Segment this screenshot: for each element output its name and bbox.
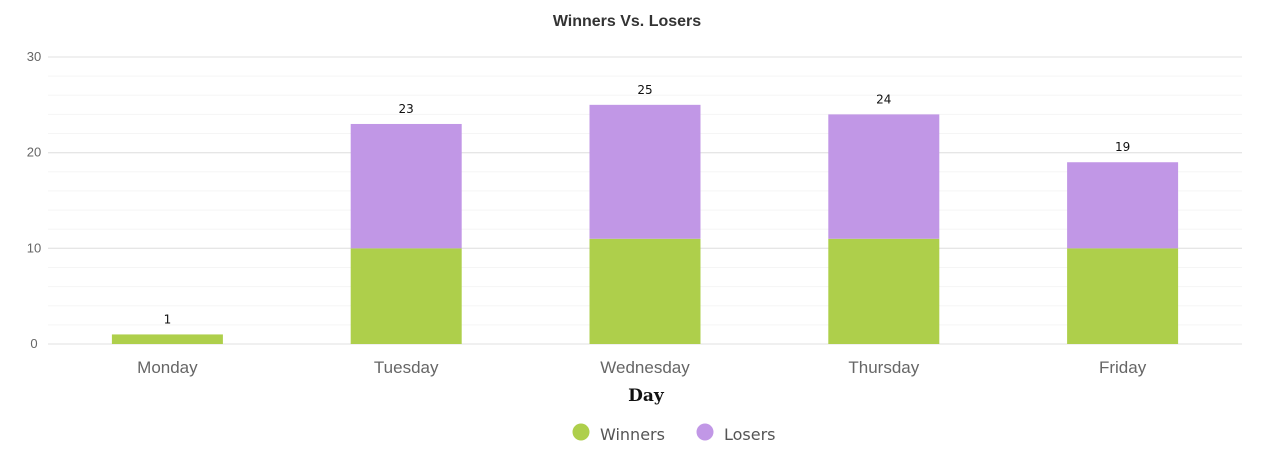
data-label-total: 23 [399, 102, 414, 116]
y-tick-label: 10 [27, 240, 41, 255]
x-tick-label: Friday [1099, 358, 1147, 377]
bar-winners-tuesday[interactable] [350, 248, 462, 344]
x-tick-label: Thursday [848, 358, 919, 377]
x-tick-label: Monday [137, 358, 198, 377]
legend-item-losers[interactable]: Losers [696, 423, 776, 445]
data-label-total: 25 [637, 83, 652, 97]
legend-item-winners[interactable]: Winners [572, 423, 665, 445]
bar-winners-wednesday[interactable] [589, 238, 701, 344]
bar-losers-wednesday[interactable] [589, 104, 701, 239]
bar-winners-monday[interactable] [111, 334, 223, 344]
x-tick-label: Wednesday [600, 358, 690, 377]
data-label-total: 19 [1115, 140, 1130, 154]
legend: Winners Losers [572, 423, 776, 445]
y-tick-label: 20 [27, 145, 41, 160]
bar-losers-friday[interactable] [1067, 162, 1179, 249]
bar-winners-friday[interactable] [1067, 248, 1179, 344]
chart-title: Winners Vs. Losers [553, 13, 701, 30]
x-axis: Monday Tuesday Wednesday Thursday Friday [137, 358, 1147, 377]
bar-losers-tuesday[interactable] [350, 123, 462, 249]
bar-winners-thursday[interactable] [828, 238, 940, 344]
y-tick-label: 0 [30, 336, 37, 351]
x-axis-label: Day [628, 386, 665, 406]
bar-losers-thursday[interactable] [828, 114, 940, 239]
y-tick-label: 30 [27, 49, 41, 64]
legend-label: Losers [724, 425, 776, 444]
bars: 1 23 25 24 19 [111, 83, 1179, 344]
y-axis: 0 10 20 30 [27, 49, 41, 351]
x-tick-label: Tuesday [374, 358, 439, 377]
legend-label: Winners [600, 425, 665, 444]
data-label-total: 1 [164, 312, 172, 326]
legend-marker [696, 423, 714, 441]
data-label-total: 24 [876, 92, 891, 106]
legend-marker [572, 423, 590, 441]
